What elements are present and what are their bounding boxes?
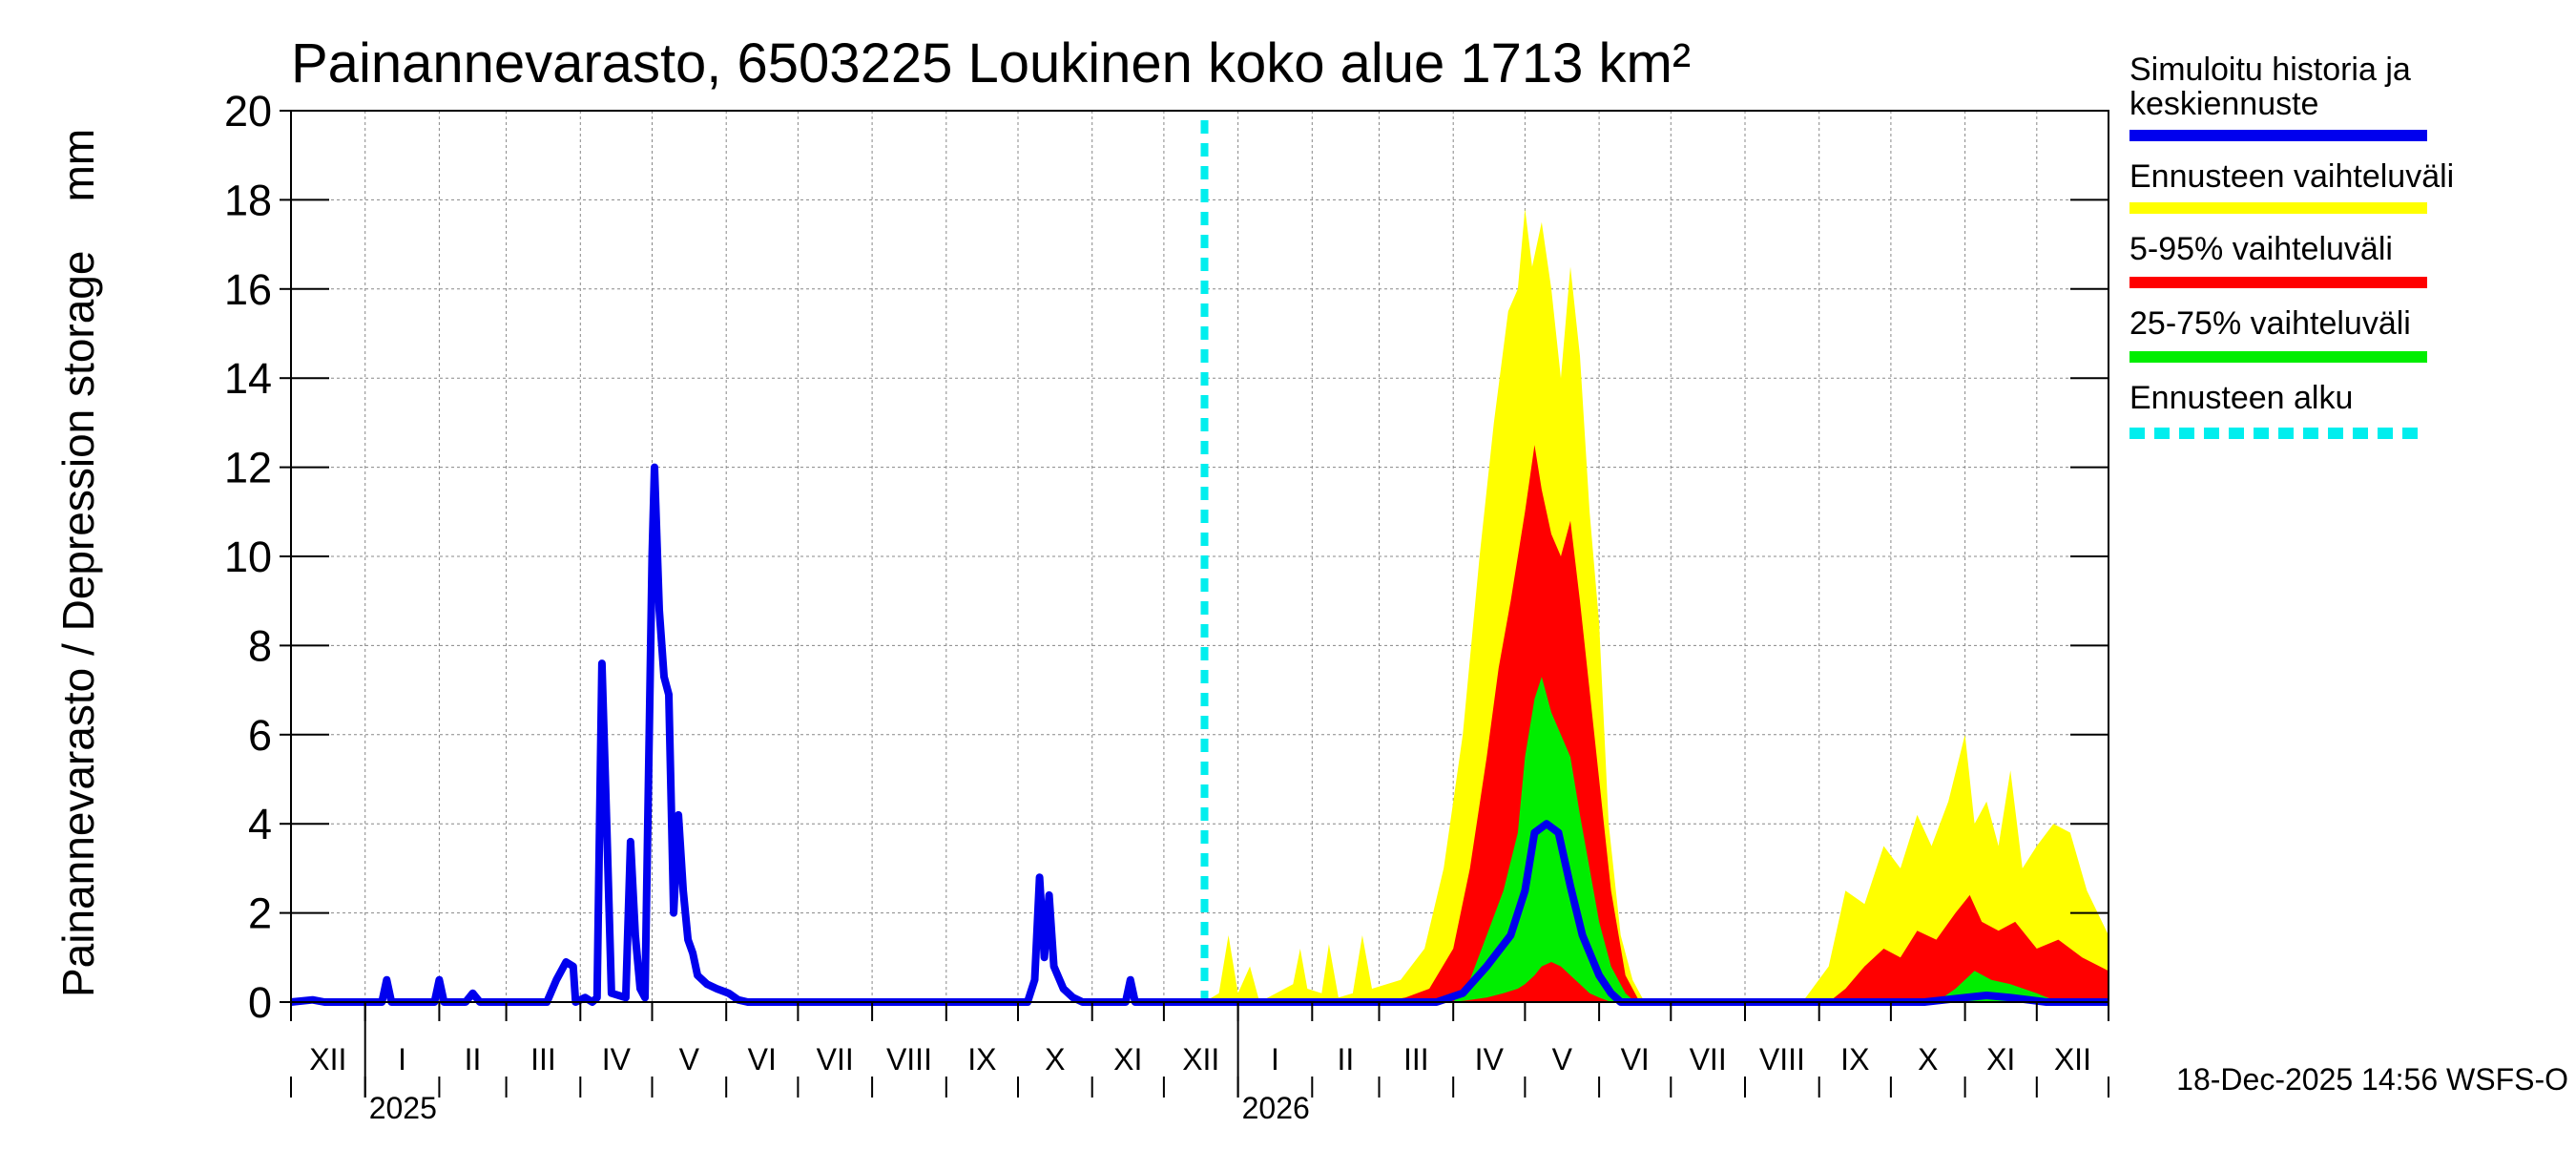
month-label: III xyxy=(530,1042,556,1077)
legend: Simuloitu historia ja keskiennuste Ennuste… xyxy=(2129,52,2454,439)
month-label: VIII xyxy=(886,1042,932,1077)
footer-timestamp: 18-Dec-2025 14:56 WSFS-O xyxy=(2176,1062,2568,1097)
month-label: VI xyxy=(748,1042,777,1077)
month-label: XII xyxy=(2054,1042,2091,1077)
y-axis-label: Painannevarasto / Depression storage mm xyxy=(53,129,103,997)
month-label: XI xyxy=(1113,1042,1142,1077)
y-tick-label: 14 xyxy=(224,354,272,403)
month-label: X xyxy=(1918,1042,1938,1077)
legend-label: 25-75% vaihteluväli xyxy=(2129,305,2411,342)
month-label: IV xyxy=(1475,1042,1505,1077)
month-label: IX xyxy=(967,1042,996,1077)
month-label: I xyxy=(398,1042,406,1077)
month-label: VI xyxy=(1621,1042,1650,1077)
forecast-range-area xyxy=(1204,208,2109,1002)
y-tick-label: 4 xyxy=(248,800,272,848)
p25-p75-area xyxy=(1453,677,2109,1002)
month-label: XI xyxy=(1986,1042,2015,1077)
legend-label: Ennusteen alku xyxy=(2129,380,2353,416)
month-label: V xyxy=(1552,1042,1573,1077)
month-label: VIII xyxy=(1759,1042,1805,1077)
y-tick-label: 8 xyxy=(248,621,272,670)
chart-title: Painannevarasto, 6503225 Loukinen koko a… xyxy=(291,32,1691,94)
y-tick-label: 0 xyxy=(248,978,272,1027)
y-tick-label: 10 xyxy=(224,533,272,581)
simulated-median-line xyxy=(290,463,2109,1006)
y-tick-label: 16 xyxy=(224,265,272,314)
month-label: XII xyxy=(309,1042,346,1077)
y-tick-label: 12 xyxy=(224,444,272,492)
month-label: IX xyxy=(1840,1042,1869,1077)
plot-frame xyxy=(290,110,2109,1003)
month-label: X xyxy=(1045,1042,1065,1077)
y-tick-label: 2 xyxy=(248,889,272,938)
y-tick-label: 18 xyxy=(224,176,272,224)
month-label: I xyxy=(1271,1042,1279,1077)
month-label: II xyxy=(465,1042,482,1077)
month-label: XII xyxy=(1182,1042,1219,1077)
legend-label: Ennusteen vaihteluväli xyxy=(2129,158,2454,195)
year-label: 2025 xyxy=(369,1091,437,1125)
month-label: VII xyxy=(1690,1042,1727,1077)
month-label: V xyxy=(679,1042,700,1077)
month-label: III xyxy=(1403,1042,1429,1077)
y-tick-label: 6 xyxy=(248,711,272,760)
month-label: VII xyxy=(817,1042,854,1077)
month-label: IV xyxy=(602,1042,632,1077)
y-tick-label: 20 xyxy=(224,87,272,136)
year-label: 2026 xyxy=(1242,1091,1310,1125)
legend-label: Simuloitu historia ja keskiennuste xyxy=(2129,52,2411,122)
month-label: II xyxy=(1338,1042,1355,1077)
legend-label: 5-95% vaihteluväli xyxy=(2129,231,2393,267)
data-lines xyxy=(290,120,2109,1006)
